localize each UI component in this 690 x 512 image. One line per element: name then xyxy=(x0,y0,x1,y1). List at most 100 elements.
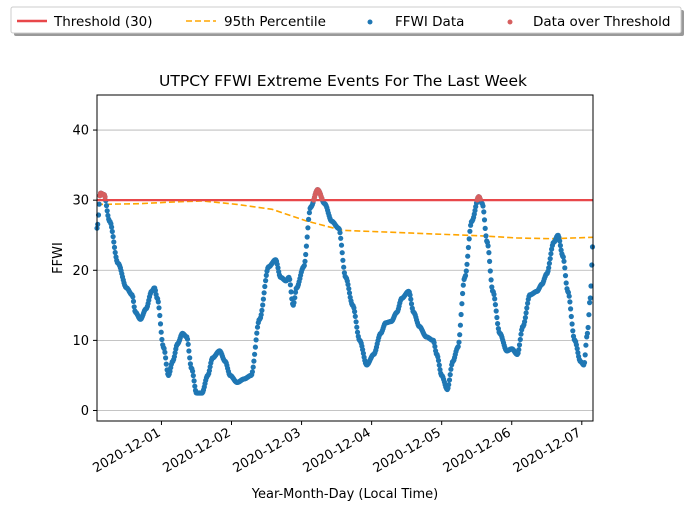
ffwi-point-288 xyxy=(304,234,310,240)
ffwi-point-218 xyxy=(253,337,259,343)
ffwi-point-219 xyxy=(254,330,260,336)
ffwi-point-13 xyxy=(103,203,110,209)
ffwi-point-652 xyxy=(570,328,576,334)
ffwi-point-284 xyxy=(301,263,307,269)
ffwi-point-266 xyxy=(288,289,294,295)
ffwi-point-538 xyxy=(487,258,493,264)
ffwi-point-500 xyxy=(459,301,465,307)
ffwi-point-590 xyxy=(525,300,531,306)
ffwi-point-134 xyxy=(192,383,198,389)
ffwi-point-511 xyxy=(467,228,473,234)
legend-over-marker xyxy=(507,19,513,25)
ffwi-point-289 xyxy=(305,225,311,231)
ffwi-point-232 xyxy=(263,272,269,278)
ffwi-point-225 xyxy=(258,312,264,318)
ffwi-point-496 xyxy=(456,339,462,345)
over-threshold-layer xyxy=(97,187,483,203)
ffwi-point-678 xyxy=(589,262,595,268)
ffwi-point-20 xyxy=(109,224,115,230)
ffwi-point-579 xyxy=(516,342,523,348)
percentile-95-layer xyxy=(96,200,594,240)
ffwi-point-23 xyxy=(111,239,117,245)
ffwi-point-548 xyxy=(494,314,500,321)
ffwi-point-641 xyxy=(562,265,568,271)
ffwi-point-355 xyxy=(353,319,359,325)
x-tick-label-3: 2020-12-04 xyxy=(301,425,374,476)
ffwi-point-508 xyxy=(465,253,471,259)
ffwi-point-640 xyxy=(561,258,567,264)
ffwi-point-270 xyxy=(291,300,297,306)
ffwi-point-547 xyxy=(493,308,499,314)
ffwi-point-546 xyxy=(492,302,498,308)
ffwi-point-642 xyxy=(562,273,569,279)
ffwi-point-674 xyxy=(586,312,592,318)
ffwi-point-24 xyxy=(111,244,118,250)
ffwi-point-544 xyxy=(491,291,497,297)
ffwi-point-215 xyxy=(251,358,257,364)
ffwi-scatter-layer xyxy=(94,187,596,396)
ffwi-point-286 xyxy=(303,251,309,258)
ffwi-point-337 xyxy=(340,257,346,263)
ffwi-point-482 xyxy=(446,382,452,388)
ffwi-point-338 xyxy=(341,264,347,270)
ffwi-point-88 xyxy=(158,329,164,335)
ffwi-point-675 xyxy=(587,300,593,306)
ffwi-point-506 xyxy=(463,268,469,274)
x-axis: 2020-12-012020-12-022020-12-032020-12-04… xyxy=(91,421,584,476)
ffwi-point-230 xyxy=(262,283,268,290)
ffwi-point-529 xyxy=(480,203,486,209)
ffwi-point-290 xyxy=(306,216,312,222)
over-threshold-point-19 xyxy=(319,195,325,201)
ffwi-point-541 xyxy=(489,284,495,290)
y-axis: 0 10 20 30 40 xyxy=(72,124,97,419)
ffwi-point-354 xyxy=(352,313,358,319)
ffwi-point-502 xyxy=(460,282,466,288)
ffwi-point-265 xyxy=(287,282,293,288)
ffwi-point-14 xyxy=(104,208,110,214)
ffwi-point-291 xyxy=(306,210,312,216)
y-tick-label-10: 10 xyxy=(72,334,89,349)
ffwi-point-580 xyxy=(517,336,523,343)
ffwi-point-333 xyxy=(337,230,343,236)
plot-area-frame xyxy=(96,94,594,422)
ffwi-point-1 xyxy=(95,221,101,227)
y-tick-label-30: 30 xyxy=(72,194,89,209)
ffwi-point-533 xyxy=(483,233,489,239)
ffwi-point-589 xyxy=(524,305,530,311)
x-axis-label: Year-Month-Day (Local Time) xyxy=(251,487,438,502)
ffwi-point-429 xyxy=(407,292,413,298)
ffwi-point-536 xyxy=(485,243,491,249)
ffwi-point-226 xyxy=(259,307,265,313)
x-tick-label-1: 2020-12-02 xyxy=(161,425,234,476)
over-threshold-point-7 xyxy=(102,194,108,200)
ffwi-point-658 xyxy=(574,346,580,352)
ffwi-point-643 xyxy=(563,280,569,286)
ffwi-point-214 xyxy=(250,364,256,370)
ffwi-point-586 xyxy=(522,319,528,325)
ffwi-point-126 xyxy=(186,348,192,354)
ffwi-point-549 xyxy=(495,321,501,327)
ffwi-point-132 xyxy=(190,373,196,379)
legend-p95-label: 95th Percentile xyxy=(224,14,326,30)
ffwi-point-334 xyxy=(338,235,344,241)
ffwi-point-495 xyxy=(455,344,461,350)
ffwi-point-353 xyxy=(352,309,358,315)
ffwi-point-672 xyxy=(584,330,591,336)
ffwi-point-530 xyxy=(481,209,487,215)
ffwi-point-264 xyxy=(287,276,293,282)
ffwi-point-357 xyxy=(354,329,361,335)
chart-title: UTPCY FFWI Extreme Events For The Last W… xyxy=(159,72,527,90)
ffwi-point-220 xyxy=(254,324,261,330)
ffwi-point-345 xyxy=(346,286,352,292)
legend-over-label: Data over Threshold xyxy=(533,14,670,30)
ffwi-point-229 xyxy=(261,290,267,296)
ffwi-point-213 xyxy=(249,369,255,375)
ffwi-point-677 xyxy=(588,283,594,289)
ffwi-point-93 xyxy=(162,349,168,355)
ffwi-point-336 xyxy=(339,250,345,256)
ffwi-point-668 xyxy=(581,360,588,366)
x-tick-label-0: 2020-12-01 xyxy=(91,425,164,476)
ffwi-point-356 xyxy=(354,324,360,330)
ffwi-point-346 xyxy=(346,290,353,296)
